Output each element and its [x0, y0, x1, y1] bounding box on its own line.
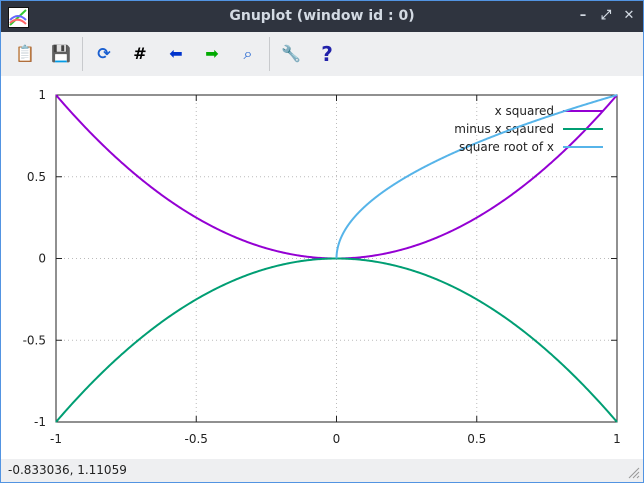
title-bar: Gnuplot (window id : 0) – ⤢ ✕: [1, 1, 643, 32]
x-tick-label: 0.5: [467, 432, 486, 446]
y-tick-label: 1: [38, 88, 46, 102]
autoscale-button[interactable]: ⌕: [236, 42, 260, 66]
settings-button[interactable]: 🔧: [279, 42, 303, 66]
toolbar: 📋 💾 ⟳ # ⬅ ➡ ⌕ 🔧 ?: [1, 32, 643, 76]
x-tick-label: -0.5: [185, 432, 208, 446]
toolbar-separator: [82, 37, 83, 71]
gnuplot-app-icon: [8, 7, 29, 28]
help-icon: ?: [321, 42, 333, 66]
close-button[interactable]: ✕: [623, 8, 635, 23]
zoom-back-icon: ⬅: [169, 44, 183, 63]
clipboard-icon: 📋: [15, 44, 35, 63]
grid-button[interactable]: #: [128, 42, 152, 66]
replot-button[interactable]: ⟳: [92, 42, 116, 66]
chart: -1 -0.5 0 0.5 1 1 0.5 0 -0.5 -1 x squared minus x s…: [23, 88, 621, 446]
cursor-coordinates: -0.833036, 1.11059: [8, 463, 127, 477]
zoom-forward-icon: ➡: [205, 44, 219, 63]
legend-label: x squared: [495, 104, 554, 118]
toolbar-separator: [269, 37, 270, 71]
help-button[interactable]: ?: [315, 42, 339, 66]
series-line-2: [335, 94, 618, 259]
y-tick-label: -0.5: [23, 333, 46, 347]
resize-grip-icon[interactable]: [628, 467, 640, 479]
copy-clipboard-button[interactable]: 📋: [13, 42, 37, 66]
export-button[interactable]: 💾: [49, 42, 73, 66]
x-tick-label: -1: [50, 432, 62, 446]
refresh-icon: ⟳: [97, 44, 111, 63]
y-tick-label: 0: [38, 252, 46, 266]
y-tick-label: -1: [34, 415, 46, 429]
y-tick-label: 0.5: [27, 170, 46, 184]
status-bar: -0.833036, 1.11059: [1, 459, 643, 482]
x-tick-label: 0: [333, 432, 341, 446]
next-zoom-button[interactable]: ➡: [200, 42, 224, 66]
x-tick-label: 1: [613, 432, 621, 446]
wrench-icon: 🔧: [281, 44, 301, 63]
plot-area[interactable]: -1 -0.5 0 0.5 1 1 0.5 0 -0.5 -1 x squared minus x s…: [1, 76, 643, 459]
window-title: Gnuplot (window id : 0): [229, 8, 415, 24]
legend-label: minus x sqaured: [454, 122, 554, 136]
minimize-button[interactable]: –: [579, 8, 587, 23]
grid-icon: #: [133, 44, 147, 63]
previous-zoom-button[interactable]: ⬅: [164, 42, 188, 66]
legend-label: square root of x: [459, 140, 554, 154]
zoom-fit-icon: ⌕: [243, 44, 253, 63]
maximize-button[interactable]: ⤢: [600, 8, 612, 23]
save-icon: 💾: [51, 44, 71, 63]
